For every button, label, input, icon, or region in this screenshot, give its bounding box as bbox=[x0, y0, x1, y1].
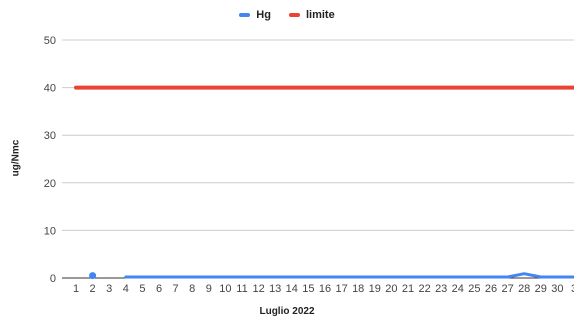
x-tick-label-19: 19 bbox=[369, 283, 381, 295]
x-tick-label-9: 9 bbox=[206, 283, 212, 295]
series-hg-line-1 bbox=[124, 272, 574, 279]
x-tick-label-2: 2 bbox=[90, 283, 96, 295]
y-tick-label-40: 40 bbox=[44, 83, 56, 95]
y-tick-label-0: 0 bbox=[50, 273, 56, 285]
x-tick-label-13: 13 bbox=[269, 283, 281, 295]
x-tick-label-27: 27 bbox=[501, 283, 513, 295]
x-tick-label-1: 1 bbox=[73, 283, 79, 295]
x-tick-label-29: 29 bbox=[535, 283, 547, 295]
x-tick-label-18: 18 bbox=[352, 283, 364, 295]
x-tick-label-31: 3 bbox=[571, 283, 574, 295]
x-tick-label-8: 8 bbox=[189, 283, 195, 295]
y-tick-label-20: 20 bbox=[44, 178, 56, 190]
legend-item-hg[interactable]: Hg bbox=[239, 9, 271, 21]
series-hg-point-0 bbox=[89, 272, 97, 280]
x-tick-label-26: 26 bbox=[485, 283, 497, 295]
x-tick-label-5: 5 bbox=[139, 283, 145, 295]
x-tick-label-28: 28 bbox=[518, 283, 530, 295]
legend-label-limite: limite bbox=[305, 9, 335, 21]
x-tick-label-17: 17 bbox=[335, 283, 347, 295]
x-tick-label-10: 10 bbox=[219, 283, 231, 295]
x-tick-label-25: 25 bbox=[468, 283, 480, 295]
legend-item-limite[interactable]: limite bbox=[288, 9, 335, 21]
legend-swatch-hg bbox=[239, 13, 251, 17]
x-tick-label-7: 7 bbox=[173, 283, 179, 295]
y-axis-title: ug/Nmc bbox=[10, 139, 22, 177]
x-tick-label-23: 23 bbox=[435, 283, 447, 295]
x-axis-title: Luglio 2022 bbox=[259, 306, 315, 317]
y-tick-label-10: 10 bbox=[44, 225, 56, 237]
x-tick-label-20: 20 bbox=[385, 283, 397, 295]
x-tick-label-6: 6 bbox=[156, 283, 162, 295]
x-tick-label-21: 21 bbox=[402, 283, 414, 295]
y-tick-label-30: 30 bbox=[44, 130, 56, 142]
legend-swatch-limite bbox=[288, 13, 300, 17]
x-tick-label-22: 22 bbox=[418, 283, 430, 295]
x-tick-label-15: 15 bbox=[302, 283, 314, 295]
legend-label-hg: Hg bbox=[256, 9, 271, 21]
x-tick-label-14: 14 bbox=[286, 283, 298, 295]
x-tick-label-24: 24 bbox=[452, 283, 464, 295]
x-tick-label-30: 30 bbox=[551, 283, 563, 295]
x-tick-label-12: 12 bbox=[252, 283, 264, 295]
x-tick-label-16: 16 bbox=[319, 283, 331, 295]
legend: Hg limite bbox=[0, 9, 574, 21]
y-tick-label-50: 50 bbox=[44, 35, 56, 47]
x-tick-label-3: 3 bbox=[106, 283, 112, 295]
x-tick-label-4: 4 bbox=[123, 283, 129, 295]
x-tick-label-11: 11 bbox=[236, 283, 247, 295]
